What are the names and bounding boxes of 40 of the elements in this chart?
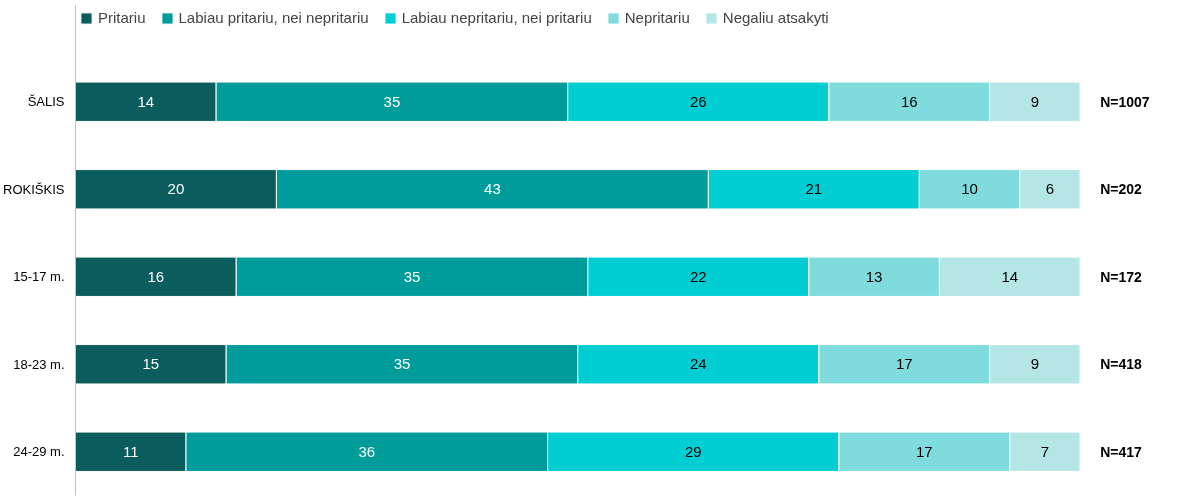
- data-label: 14: [137, 92, 155, 110]
- data-label: 35: [393, 355, 411, 373]
- data-label: 6: [1045, 180, 1055, 198]
- data-label: 36: [358, 442, 376, 460]
- data-label: 16: [147, 267, 165, 285]
- data-label: 16: [900, 92, 918, 110]
- y-tick-label: 18-23 m.: [13, 356, 65, 372]
- legend-label: Labiau pritariu, nei nepritariu: [178, 9, 369, 26]
- y-tick-label: ŠALIS: [27, 94, 65, 110]
- data-label: 9: [1030, 92, 1040, 110]
- data-label: 26: [689, 92, 707, 110]
- data-label: 20: [167, 180, 185, 198]
- data-label: 24: [689, 355, 707, 373]
- data-label: 13: [865, 267, 883, 285]
- data-label: 9: [1030, 355, 1040, 373]
- data-label: 43: [484, 180, 501, 198]
- text: N=418: [1100, 356, 1142, 373]
- data-label: 11: [122, 442, 139, 460]
- data-label: 35: [383, 92, 401, 110]
- data-label: 22: [689, 267, 707, 285]
- data-label: 14: [1001, 267, 1019, 285]
- text: N=417: [1100, 443, 1142, 460]
- data-label: 17: [916, 442, 933, 460]
- y-tick-label: 15-17 m.: [13, 269, 65, 285]
- data-label: 17: [895, 355, 913, 373]
- text: N=1007: [1100, 93, 1150, 110]
- legend-label: Pritariu: [98, 9, 146, 26]
- text: N=172: [1100, 268, 1142, 285]
- legend-label: Nepritariu: [624, 9, 690, 26]
- legend-label: Labiau nepritariu, nei pritariu: [401, 9, 592, 26]
- data-label: 10: [961, 180, 978, 198]
- text: N=202: [1100, 181, 1142, 198]
- y-tick-label: ROKIŠKIS: [3, 181, 65, 197]
- data-label: 21: [805, 180, 823, 198]
- legend-label: Negaliu atsakyti: [722, 9, 829, 26]
- data-label: 15: [142, 355, 160, 373]
- data-label: 29: [684, 442, 702, 460]
- data-label: 7: [1040, 442, 1050, 460]
- y-tick-label: 24-29 m.: [13, 444, 65, 460]
- data-label: 35: [403, 267, 421, 285]
